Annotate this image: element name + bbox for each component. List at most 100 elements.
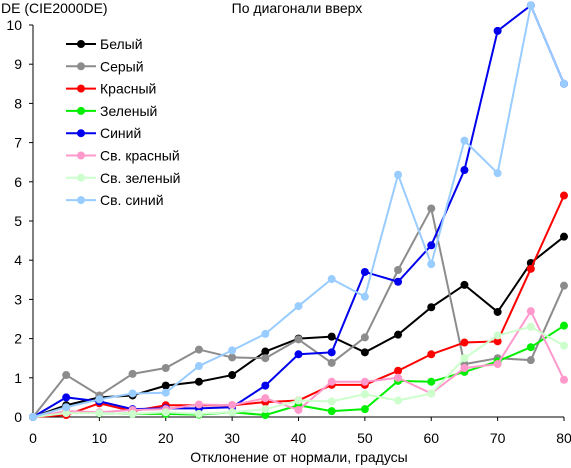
data-point: [327, 397, 336, 406]
legend-item: Зеленый: [66, 103, 157, 119]
data-point: [327, 407, 336, 416]
legend-item: Св. зеленый: [66, 170, 180, 186]
data-point: [128, 409, 137, 418]
legend-label: Св. синий: [100, 192, 164, 208]
data-point: [261, 347, 270, 356]
legend-item: Св. красный: [66, 148, 180, 164]
data-point: [493, 307, 502, 316]
data-point: [526, 343, 535, 352]
chart-title: По диагонали вверх: [232, 0, 363, 16]
legend-label: Серый: [100, 58, 144, 74]
data-point: [360, 390, 369, 399]
data-point: [560, 191, 568, 200]
y-tick-label: 1: [14, 370, 22, 386]
data-point: [526, 1, 535, 10]
legend-marker: [77, 62, 85, 71]
data-point: [526, 264, 535, 273]
y-tick-label: 8: [14, 95, 22, 111]
legend-label: Св. красный: [100, 148, 180, 164]
y-tick-label: 7: [14, 135, 22, 151]
data-point: [261, 411, 270, 420]
data-point: [394, 170, 403, 179]
data-point: [460, 166, 469, 175]
x-tick-label: 30: [224, 430, 240, 446]
data-point: [427, 241, 436, 250]
y-tick-label: 5: [14, 213, 22, 229]
data-point: [128, 389, 137, 398]
data-point: [62, 393, 71, 402]
data-point: [261, 354, 270, 363]
x-tick-label: 60: [423, 430, 439, 446]
legend-item: Синий: [66, 125, 141, 141]
data-point: [427, 303, 436, 312]
legend-marker: [77, 129, 85, 138]
data-point: [360, 405, 369, 414]
data-point: [460, 280, 469, 289]
series-line: [32, 207, 565, 418]
data-point: [294, 335, 303, 344]
data-point: [161, 408, 170, 417]
data-point: [427, 204, 436, 213]
series-line: [32, 235, 565, 418]
data-point: [493, 331, 502, 340]
legend-label: Св. зеленый: [100, 170, 180, 186]
data-point: [327, 275, 336, 284]
x-tick-label: 10: [92, 430, 108, 446]
series-1: [29, 232, 568, 421]
data-point: [560, 281, 568, 290]
y-tick-label: 10: [6, 17, 22, 33]
data-point: [427, 260, 436, 269]
y-tick-label: 3: [14, 291, 22, 307]
data-point: [394, 373, 403, 382]
data-point: [95, 395, 104, 404]
legend-item: Белый: [66, 36, 143, 52]
data-point: [194, 345, 203, 354]
data-point: [194, 409, 203, 418]
data-point: [161, 381, 170, 390]
data-point: [460, 338, 469, 347]
data-point: [394, 266, 403, 274]
legend-marker: [77, 84, 85, 93]
data-point: [261, 381, 270, 390]
x-tick-label: 20: [158, 430, 174, 446]
data-point: [194, 377, 203, 386]
data-point: [194, 362, 203, 371]
data-point: [560, 341, 568, 350]
data-point: [95, 409, 104, 418]
data-point: [360, 267, 369, 276]
data-point: [493, 26, 502, 35]
data-point: [62, 371, 71, 380]
data-point: [493, 360, 502, 369]
legend-box: [60, 30, 196, 212]
legend-marker: [77, 196, 85, 205]
legend-marker: [77, 106, 85, 115]
data-point: [327, 358, 336, 367]
legend-marker: [77, 40, 85, 48]
data-point: [394, 366, 403, 375]
x-axis-label: Отклонение от нормали, градусы: [190, 449, 407, 465]
series-2: [29, 204, 568, 421]
legend-label: Зеленый: [100, 103, 157, 119]
data-point: [62, 403, 71, 412]
y-tick-label: 4: [14, 252, 22, 268]
data-point: [560, 321, 568, 330]
data-point: [294, 302, 303, 311]
data-point: [460, 136, 469, 145]
y-tick-label: 9: [14, 56, 22, 72]
legend-marker: [77, 151, 85, 160]
data-point: [460, 364, 469, 372]
data-point: [327, 348, 336, 357]
data-point: [327, 332, 336, 341]
x-tick-label: 0: [29, 430, 37, 446]
data-point: [394, 396, 403, 405]
data-point: [427, 350, 436, 359]
data-point: [294, 396, 303, 405]
data-point: [427, 389, 436, 398]
data-point: [161, 364, 170, 372]
legend-label: Синий: [100, 125, 141, 141]
data-point: [228, 401, 237, 410]
data-point: [161, 388, 170, 397]
legend-item: Св. синий: [66, 192, 164, 208]
x-tick-label: 40: [291, 430, 307, 446]
data-point: [360, 292, 369, 301]
